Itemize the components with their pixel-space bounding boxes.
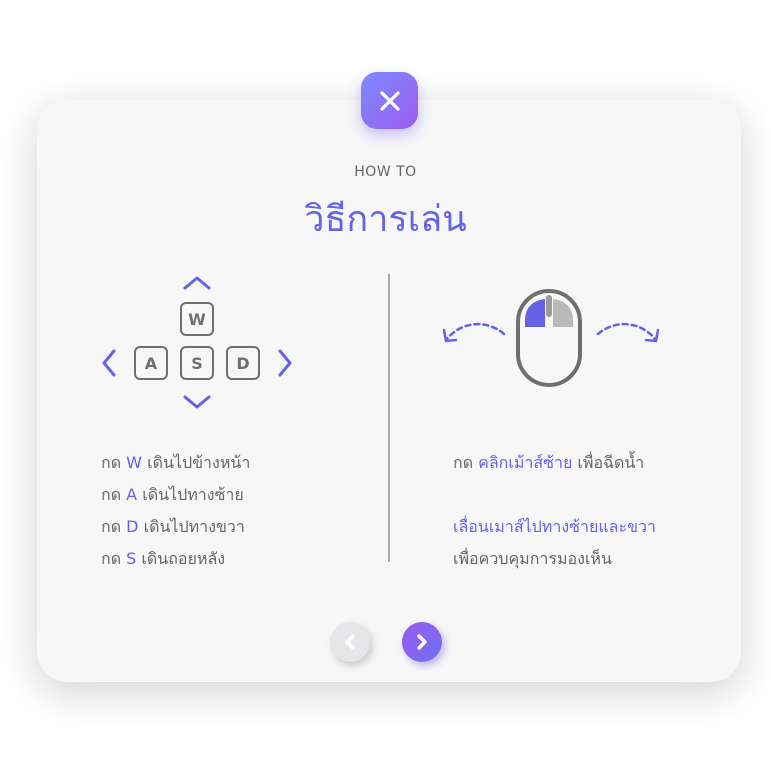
instruction-key: S <box>126 549 137 568</box>
instruction-prefix: กด <box>101 517 122 536</box>
instruction-click: กด คลิกเม้าส์ซ้าย เพื่อฉีดน้ำ <box>453 451 644 476</box>
instruction-prefix: กด <box>453 453 474 472</box>
instruction-prefix: กด <box>101 549 122 568</box>
curved-arrow-right-icon <box>596 322 660 343</box>
close-button[interactable] <box>361 72 418 129</box>
instruction-text: เดินไปข้างหน้า <box>147 453 251 472</box>
instruction-text: เดินไปทางขวา <box>143 517 245 536</box>
prev-page-button[interactable] <box>330 622 370 662</box>
column-divider <box>388 274 390 562</box>
mouse-icon <box>516 289 582 387</box>
instruction-d: กด D เดินไปทางขวา <box>101 515 245 540</box>
instruction-w: กด W เดินไปข้างหน้า <box>101 451 250 476</box>
instruction-move-text: เพื่อควบคุมการมองเห็น <box>453 549 612 568</box>
key-d: D <box>226 346 260 380</box>
chevron-left-icon <box>345 634 355 650</box>
arrow-up-icon <box>183 276 211 290</box>
instruction-text: เดินถอยหลัง <box>141 549 226 568</box>
instruction-action: คลิกเม้าส์ซ้าย <box>478 453 573 472</box>
modal-subtitle: HOW TO <box>354 164 417 180</box>
instruction-a: กด A เดินไปทางซ้าย <box>101 483 244 508</box>
instruction-key: A <box>126 485 138 504</box>
chevron-right-icon <box>417 634 427 650</box>
instruction-text: เดินไปทางซ้าย <box>142 485 244 504</box>
next-page-button[interactable] <box>402 622 442 662</box>
key-w: W <box>180 302 214 336</box>
close-icon <box>379 90 400 111</box>
curved-arrow-left-icon <box>442 322 506 343</box>
instruction-key: D <box>126 517 139 536</box>
arrow-left-icon <box>102 349 116 377</box>
instruction-s: กด S เดินถอยหลัง <box>101 547 225 572</box>
arrow-down-icon <box>183 395 211 409</box>
instruction-text: เพื่อฉีดน้ำ <box>577 453 645 472</box>
instruction-prefix: กด <box>101 453 122 472</box>
arrow-right-icon <box>278 349 292 377</box>
key-s: S <box>180 346 214 380</box>
instruction-key: W <box>126 453 142 472</box>
instruction-prefix: กด <box>101 485 122 504</box>
modal-title: วิธีการเล่น <box>304 199 467 240</box>
instruction-move-action: เลื่อนเมาส์ไปทางซ้ายและขวา <box>453 517 656 536</box>
key-a: A <box>134 346 168 380</box>
